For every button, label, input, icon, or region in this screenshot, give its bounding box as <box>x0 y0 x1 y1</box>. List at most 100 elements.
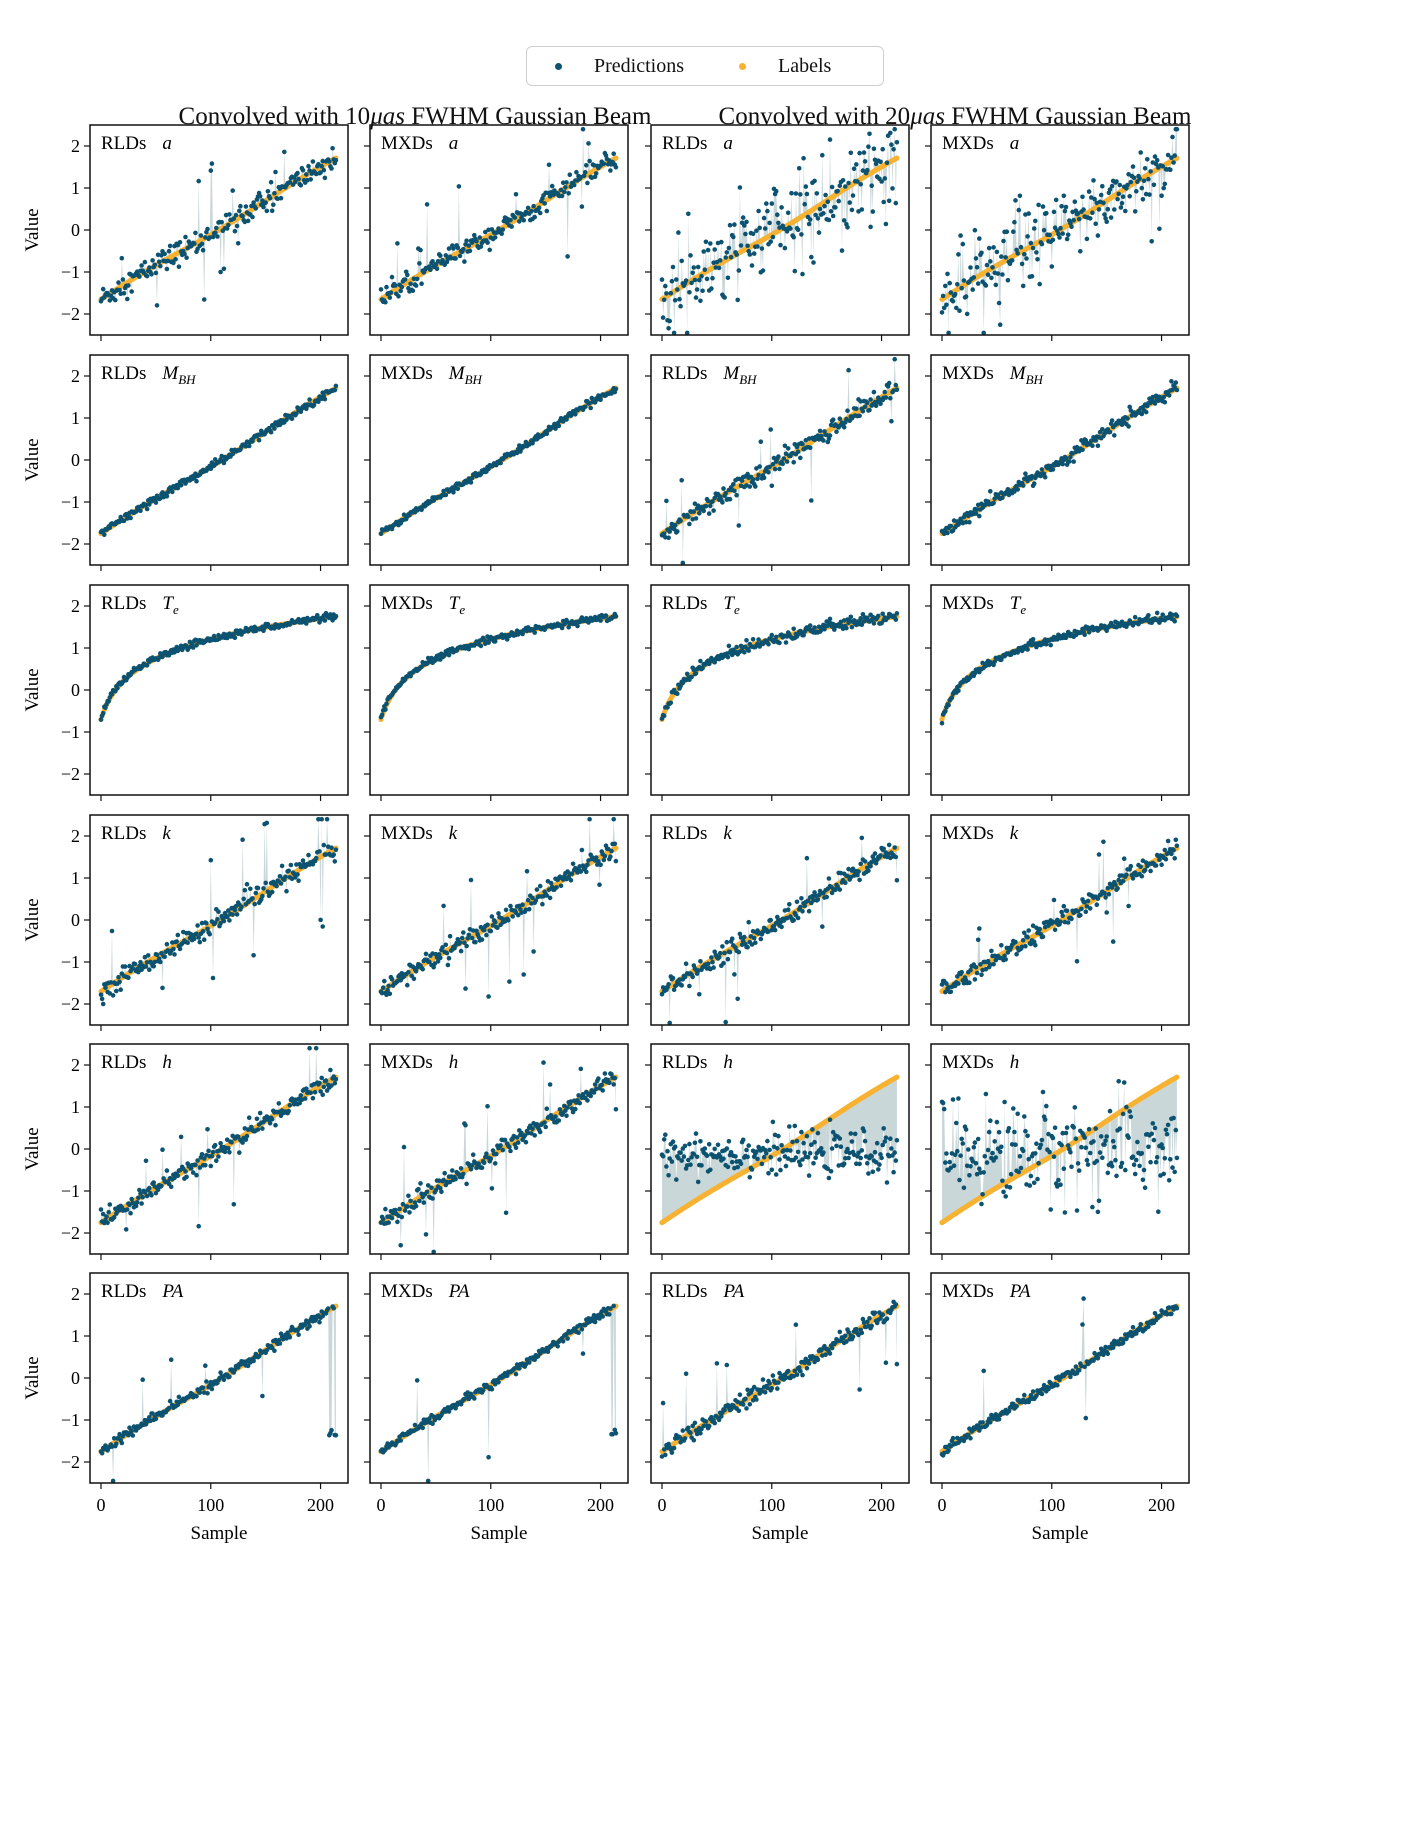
prediction-point <box>821 438 826 443</box>
panel-label: RLDs a <box>101 133 172 154</box>
prediction-point <box>716 265 722 271</box>
prediction-point <box>1058 225 1063 231</box>
prediction-point <box>565 254 570 259</box>
prediction-point <box>237 208 242 214</box>
prediction-point <box>663 283 668 289</box>
prediction-point <box>1071 217 1076 223</box>
prediction-point <box>806 221 812 227</box>
y-axis-label: Value <box>22 208 43 251</box>
prediction-point <box>789 190 794 196</box>
prediction-point <box>1145 157 1150 162</box>
prediction-point <box>584 163 589 168</box>
prediction-point <box>661 713 667 718</box>
prediction-point <box>734 492 739 498</box>
prediction-point <box>697 511 702 516</box>
panel-param-subscript: BH <box>1026 372 1044 387</box>
prediction-point <box>1040 204 1046 209</box>
prediction-point <box>1162 399 1168 405</box>
prediction-point <box>892 356 897 362</box>
prediction-point <box>711 508 716 513</box>
prediction-point <box>841 424 847 430</box>
prediction-point <box>268 429 274 435</box>
prediction-point <box>322 618 328 623</box>
prediction-point <box>457 253 463 259</box>
prediction-point <box>405 272 410 278</box>
prediction-point <box>989 275 994 281</box>
prediction-point <box>862 404 868 410</box>
predictions-series <box>939 379 1180 537</box>
panel-param: M <box>1009 363 1027 384</box>
prediction-point <box>278 195 284 201</box>
prediction-point <box>1109 183 1115 189</box>
prediction-point <box>1166 393 1172 398</box>
prediction-point <box>737 185 743 190</box>
prediction-point <box>1080 447 1085 453</box>
prediction-point <box>697 277 702 283</box>
prediction-point <box>1063 204 1069 210</box>
prediction-point <box>979 250 984 256</box>
prediction-point <box>307 397 312 402</box>
prediction-point <box>963 294 969 299</box>
prediction-point <box>178 483 184 488</box>
panel-mxds-m-bh-10uas: MXDs MBH <box>364 354 629 571</box>
prediction-point <box>762 226 768 231</box>
prediction-point <box>860 409 866 414</box>
prediction-point <box>556 423 562 429</box>
label-point <box>894 155 900 161</box>
prediction-point <box>668 290 674 296</box>
prediction-point <box>778 242 783 248</box>
prediction-point <box>117 287 122 293</box>
prediction-point <box>487 247 493 253</box>
panel-label: MXDs Te <box>381 593 465 617</box>
prediction-point <box>428 267 433 273</box>
prediction-point <box>257 194 263 199</box>
prediction-point <box>700 288 705 294</box>
prediction-point <box>994 249 1000 255</box>
prediction-point <box>1142 166 1148 171</box>
prediction-point <box>859 207 865 212</box>
prediction-point <box>720 500 725 505</box>
prediction-point <box>322 396 328 402</box>
prediction-point <box>723 255 728 260</box>
prediction-point <box>724 250 730 255</box>
prediction-point <box>1096 207 1102 212</box>
prediction-point <box>1013 198 1018 203</box>
prediction-point <box>717 258 723 263</box>
prediction-point <box>1061 193 1067 199</box>
predictions-series <box>98 383 339 537</box>
prediction-point <box>267 195 273 201</box>
prediction-point <box>660 315 666 320</box>
prediction-point <box>1050 467 1056 472</box>
prediction-point <box>603 613 609 618</box>
prediction-point <box>478 244 484 249</box>
prediction-point <box>807 445 813 451</box>
prediction-point <box>971 275 977 280</box>
prediction-point <box>1102 212 1107 217</box>
prediction-point <box>1157 226 1162 232</box>
prediction-point <box>705 247 711 253</box>
prediction-point <box>865 400 870 406</box>
prediction-point <box>1137 176 1142 182</box>
prediction-point <box>149 272 154 277</box>
prediction-point <box>265 189 271 194</box>
prediction-point <box>868 224 873 230</box>
prediction-point <box>791 234 796 240</box>
prediction-point <box>703 503 709 509</box>
prediction-point <box>1024 256 1029 261</box>
prediction-point <box>183 234 188 240</box>
prediction-point <box>798 455 803 461</box>
prediction-point <box>746 648 751 653</box>
prediction-point <box>1044 210 1049 216</box>
y-tick-label: 2 <box>71 366 80 386</box>
prediction-point <box>1034 250 1039 255</box>
prediction-point <box>732 488 737 494</box>
prediction-point <box>1104 219 1109 225</box>
prediction-point <box>1030 245 1036 251</box>
prediction-point <box>1131 175 1137 181</box>
prediction-point <box>722 295 727 300</box>
prediction-point <box>1031 481 1037 486</box>
prediction-point <box>327 159 332 164</box>
prediction-point <box>827 137 833 142</box>
prediction-point <box>800 441 805 447</box>
prediction-point <box>195 246 200 252</box>
